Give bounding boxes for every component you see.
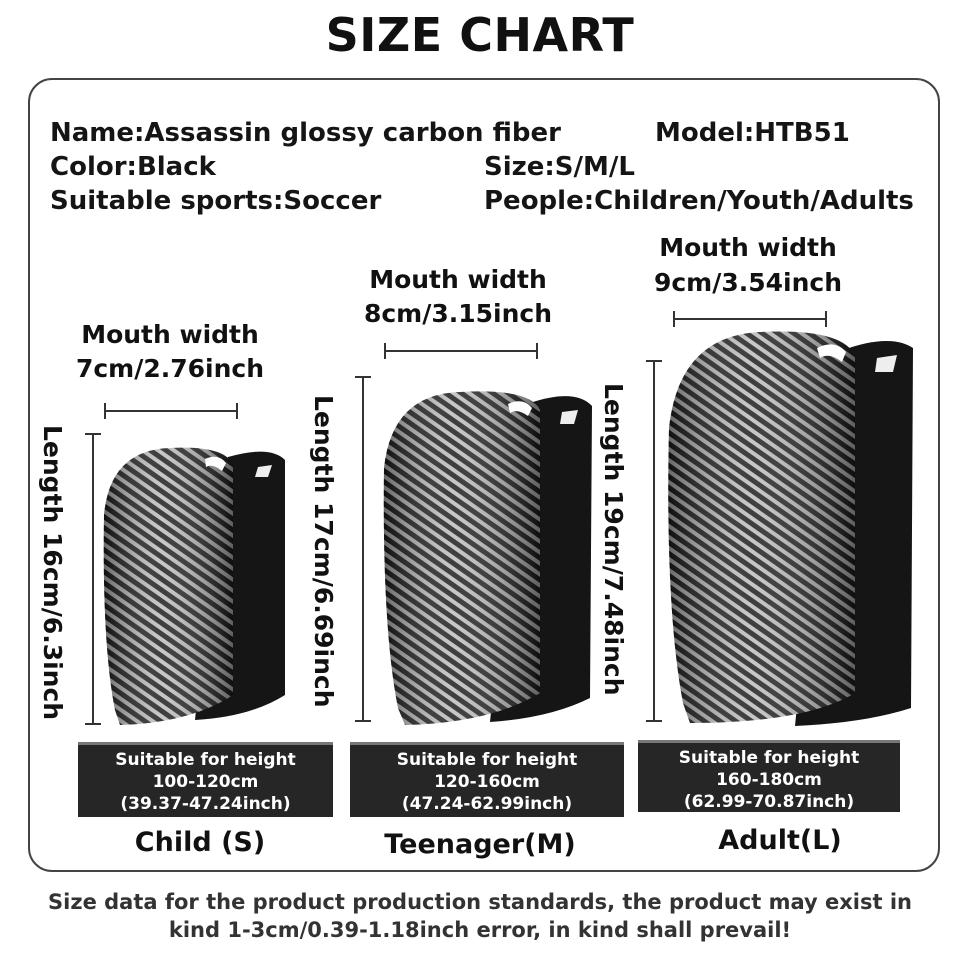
length-dimension-line	[355, 376, 371, 722]
height-band: Suitable for height 100-120cm (39.37-47.…	[78, 742, 333, 817]
note-line-1: Size data for the product production sta…	[48, 890, 912, 914]
product-color: Color:Black	[50, 152, 216, 182]
band-title: Suitable for height	[396, 750, 578, 770]
band-title: Suitable for height	[678, 748, 860, 768]
mouth-width-label: Mouth width	[369, 265, 547, 294]
size-name: Child (S)	[134, 827, 266, 858]
disclaimer-note: Size data for the product production sta…	[0, 888, 960, 944]
mouth-width-dimension-line	[384, 343, 538, 359]
length-dimension-line	[85, 433, 101, 725]
length-label: Length 16cm/6.3inch	[38, 425, 67, 721]
page-title: SIZE CHART	[325, 8, 635, 62]
size-name: Teenager(M)	[384, 829, 576, 860]
mouth-width-label: Mouth width	[659, 233, 837, 262]
band-inch: (62.99-70.87inch)	[683, 792, 855, 812]
note-line-2: kind 1-3cm/0.39-1.18inch error, in kind …	[168, 918, 792, 942]
mouth-width-dimension-line	[104, 403, 238, 419]
mouth-width-value: 9cm/3.54inch	[653, 268, 843, 297]
band-cm: 100-120cm	[152, 772, 259, 792]
length-label: Length 17cm/6.69inch	[309, 395, 338, 708]
product-model: Model:HTB51	[655, 118, 850, 148]
height-band: Suitable for height 120-160cm (47.24-62.…	[350, 742, 624, 817]
band-inch: (39.37-47.24inch)	[120, 794, 291, 814]
height-band: Suitable for height 160-180cm (62.99-70.…	[638, 740, 900, 812]
shin-guard-image	[668, 331, 913, 726]
product-sports: Suitable sports:Soccer	[50, 186, 382, 216]
product-name: Name:Assassin glossy carbon fiber	[50, 118, 561, 148]
mouth-width-dimension-line	[673, 311, 827, 327]
product-people: People:Children/Youth/Adults	[484, 186, 914, 216]
band-inch: (47.24-62.99inch)	[401, 794, 573, 814]
band-title: Suitable for height	[115, 750, 296, 770]
shin-guard-image	[383, 391, 592, 725]
band-cm: 160-180cm	[716, 770, 822, 790]
product-sizes: Size:S/M/L	[484, 152, 635, 182]
mouth-width-value: 8cm/3.15inch	[363, 299, 553, 328]
band-cm: 120-160cm	[434, 772, 540, 792]
chart-frame	[28, 78, 940, 872]
mouth-width-label: Mouth width	[81, 320, 259, 349]
size-name: Adult(L)	[718, 825, 842, 856]
mouth-width-value: 7cm/2.76inch	[75, 354, 265, 383]
length-dimension-line	[646, 360, 662, 722]
length-label: Length 19cm/7.48inch	[599, 383, 628, 696]
shin-guard-image	[103, 447, 285, 725]
